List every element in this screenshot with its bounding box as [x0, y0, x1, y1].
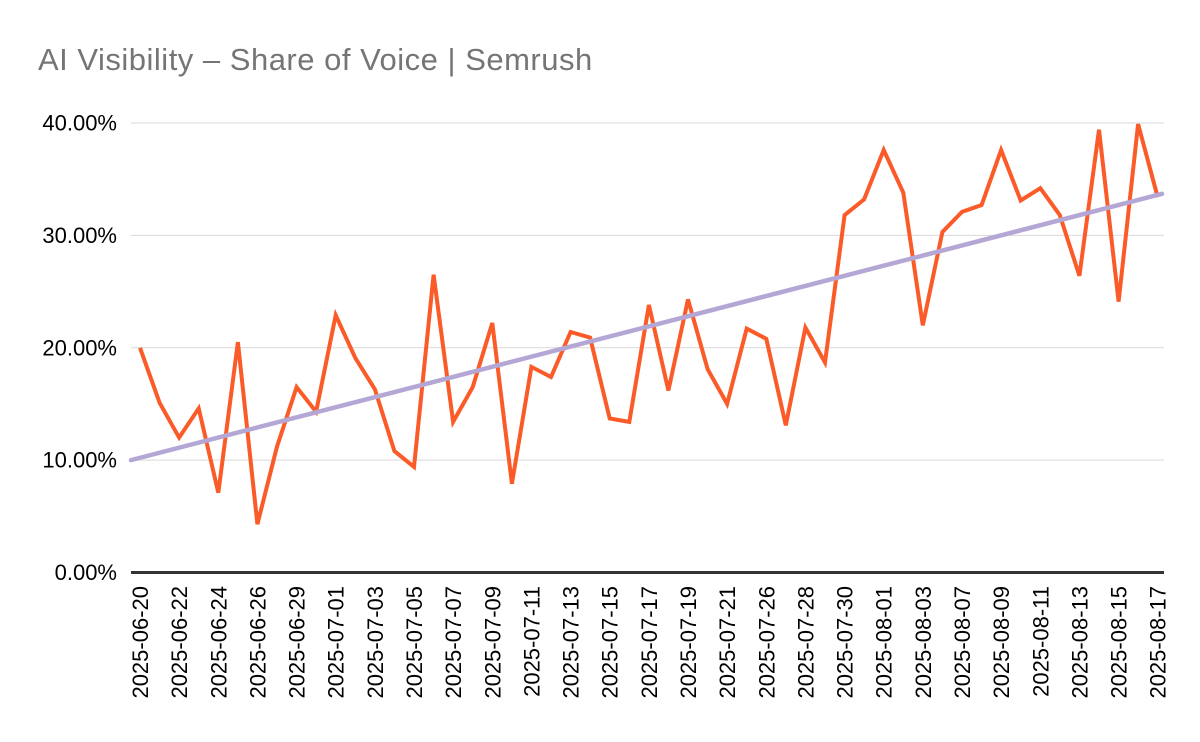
x-tick-label: 2025-06-26 [245, 586, 270, 699]
x-tick-label: 2025-07-01 [324, 586, 349, 699]
y-tick-label: 10.00% [42, 448, 117, 473]
x-tick-label: 2025-07-05 [402, 586, 427, 699]
x-tick-label: 2025-07-09 [480, 586, 505, 699]
x-tick-label: 2025-06-29 [285, 586, 310, 699]
x-tick-label: 2025-07-21 [715, 586, 740, 699]
y-tick-label: 20.00% [42, 335, 117, 360]
y-tick-label: 30.00% [42, 223, 117, 248]
x-tick-label: 2025-08-01 [872, 586, 897, 699]
trendline [128, 191, 1165, 463]
x-tick-label: 2025-07-19 [676, 586, 701, 699]
x-tick-label: 2025-08-07 [950, 586, 975, 699]
x-tick-label: 2025-06-22 [167, 586, 192, 699]
x-tick-label: 2025-06-20 [128, 586, 153, 699]
x-tick-label: 2025-07-28 [793, 586, 818, 699]
x-tick-label: 2025-07-07 [441, 586, 466, 699]
x-tick-label: 2025-07-17 [637, 586, 662, 699]
share-of-voice-line [138, 123, 1160, 525]
x-tick-label: 2025-08-09 [989, 586, 1014, 699]
x-tick-label: 2025-07-30 [833, 586, 858, 699]
y-tick-label: 40.00% [42, 111, 117, 136]
chart-title: AI Visibility – Share of Voice | Semrush [38, 42, 593, 77]
x-tick-label: 2025-07-13 [559, 586, 584, 699]
x-tick-label: 2025-06-24 [206, 586, 231, 699]
x-tick-label: 2025-08-03 [911, 586, 936, 699]
y-tick-label: 0.00% [55, 560, 117, 585]
x-tick-label: 2025-07-11 [519, 586, 544, 697]
x-tick-label: 2025-07-26 [754, 586, 779, 699]
x-tick-label: 2025-07-03 [363, 586, 388, 699]
x-tick-label: 2025-08-17 [1146, 586, 1171, 699]
x-tick-label: 2025-07-15 [598, 586, 623, 699]
x-tick-label: 2025-08-11 [1028, 586, 1053, 697]
x-tick-label: 2025-08-13 [1067, 586, 1092, 699]
x-tick-label: 2025-08-15 [1107, 586, 1132, 699]
